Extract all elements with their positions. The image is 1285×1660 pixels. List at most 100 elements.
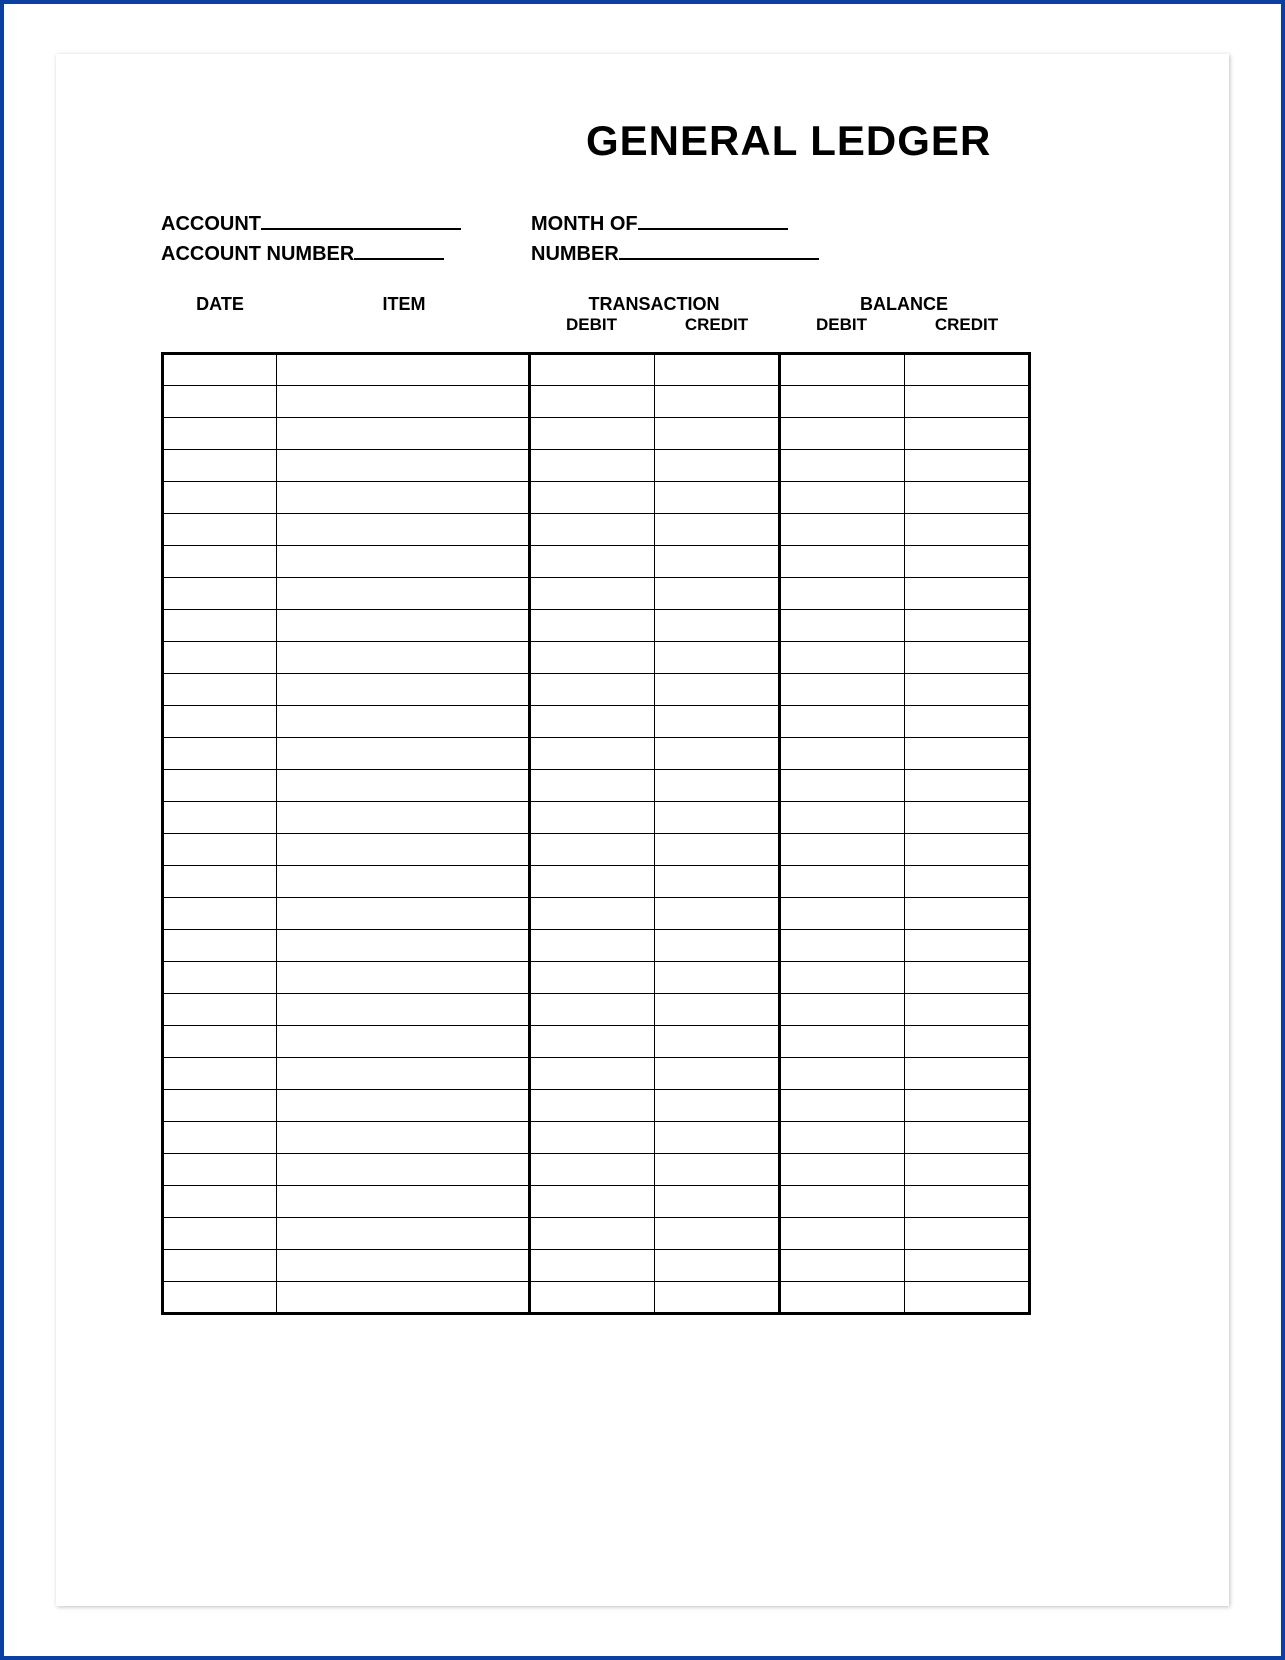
table-cell [163, 1282, 277, 1314]
table-cell [779, 994, 904, 1026]
table-cell [276, 1026, 529, 1058]
table-cell [904, 1122, 1029, 1154]
table-cell [654, 514, 779, 546]
table-cell [779, 1058, 904, 1090]
table-cell [779, 514, 904, 546]
page-title: GENERAL LEDGER [586, 117, 991, 165]
table-cell [276, 546, 529, 578]
header-transaction-credit: CREDIT [654, 315, 779, 335]
table-cell [904, 642, 1029, 674]
table-cell [163, 1218, 277, 1250]
table-cell [779, 354, 904, 386]
table-cell [529, 386, 654, 418]
table-cell [654, 418, 779, 450]
number-label: NUMBER [531, 243, 619, 265]
table-cell [276, 1282, 529, 1314]
table-cell [654, 1186, 779, 1218]
table-cell [654, 770, 779, 802]
table-cell [654, 578, 779, 610]
table-row [163, 578, 1030, 610]
table-cell [163, 674, 277, 706]
table-row [163, 450, 1030, 482]
table-cell [163, 354, 277, 386]
table-cell [276, 770, 529, 802]
account-label: ACCOUNT [161, 213, 261, 235]
table-row [163, 1026, 1030, 1058]
table-cell [904, 450, 1029, 482]
table-cell [904, 1058, 1029, 1090]
table-row [163, 1122, 1030, 1154]
account-blank [261, 211, 461, 230]
table-cell [529, 642, 654, 674]
table-cell [529, 962, 654, 994]
table-cell [904, 1186, 1029, 1218]
table-cell [276, 866, 529, 898]
table-cell [779, 770, 904, 802]
table-cell [163, 898, 277, 930]
table-cell [654, 450, 779, 482]
table-cell [276, 1154, 529, 1186]
ledger-page: GENERAL LEDGER ACCOUNT MONTH OF ACCOUNT … [56, 54, 1229, 1606]
table-cell [163, 1186, 277, 1218]
table-cell [904, 930, 1029, 962]
table-cell [779, 738, 904, 770]
table-cell [276, 610, 529, 642]
table-cell [779, 1250, 904, 1282]
table-cell [904, 802, 1029, 834]
table-cell [163, 386, 277, 418]
table-cell [163, 450, 277, 482]
table-cell [904, 866, 1029, 898]
table-cell [904, 1218, 1029, 1250]
table-cell [529, 834, 654, 866]
month-of-label: MONTH OF [531, 213, 638, 235]
table-cell [163, 930, 277, 962]
header-balance: BALANCE [779, 294, 1029, 315]
table-cell [904, 386, 1029, 418]
table-cell [779, 802, 904, 834]
table-cell [276, 1218, 529, 1250]
table-cell [654, 1250, 779, 1282]
table-cell [276, 482, 529, 514]
table-cell [529, 578, 654, 610]
table-cell [904, 354, 1029, 386]
table-cell [276, 674, 529, 706]
table-cell [779, 962, 904, 994]
table-cell [276, 418, 529, 450]
table-cell [163, 962, 277, 994]
table-cell [529, 1026, 654, 1058]
table-row [163, 834, 1030, 866]
table-cell [163, 514, 277, 546]
table-cell [529, 450, 654, 482]
table-cell [779, 418, 904, 450]
table-row [163, 802, 1030, 834]
table-cell [904, 994, 1029, 1026]
table-cell [163, 1026, 277, 1058]
outer-frame: GENERAL LEDGER ACCOUNT MONTH OF ACCOUNT … [0, 0, 1285, 1660]
table-cell [779, 898, 904, 930]
table-cell [904, 418, 1029, 450]
header-transaction: TRANSACTION [529, 294, 779, 315]
table-cell [529, 930, 654, 962]
table-cell [529, 706, 654, 738]
table-cell [654, 738, 779, 770]
table-cell [904, 1282, 1029, 1314]
table-row [163, 706, 1030, 738]
table-cell [276, 1250, 529, 1282]
table-cell [654, 834, 779, 866]
table-cell [163, 418, 277, 450]
account-field: ACCOUNT [161, 209, 531, 239]
table-row [163, 1090, 1030, 1122]
table-row [163, 738, 1030, 770]
ledger-table [161, 352, 1031, 1315]
table-cell [529, 482, 654, 514]
table-row [163, 866, 1030, 898]
table-cell [779, 578, 904, 610]
table-cell [779, 706, 904, 738]
table-row [163, 1186, 1030, 1218]
table-cell [163, 834, 277, 866]
table-cell [529, 994, 654, 1026]
table-row [163, 1154, 1030, 1186]
table-row [163, 418, 1030, 450]
column-headers: DATE ITEM TRANSACTION BALANCE DEBIT CRED… [161, 294, 1031, 335]
table-cell [654, 1282, 779, 1314]
